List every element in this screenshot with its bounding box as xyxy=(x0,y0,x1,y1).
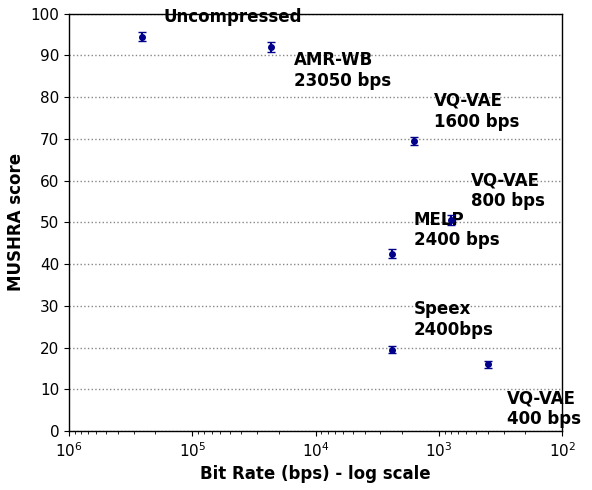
X-axis label: Bit Rate (bps) - log scale: Bit Rate (bps) - log scale xyxy=(201,465,431,483)
Y-axis label: MUSHRA score: MUSHRA score xyxy=(7,153,25,292)
Text: Speex
2400bps: Speex 2400bps xyxy=(414,300,494,339)
Text: VQ-VAE
1600 bps: VQ-VAE 1600 bps xyxy=(434,92,519,130)
Text: AMR-WB
23050 bps: AMR-WB 23050 bps xyxy=(294,51,391,90)
Text: Uncompressed: Uncompressed xyxy=(164,8,303,26)
Text: MELP
2400 bps: MELP 2400 bps xyxy=(414,211,500,249)
Text: VQ-VAE
400 bps: VQ-VAE 400 bps xyxy=(507,390,581,428)
Text: VQ-VAE
800 bps: VQ-VAE 800 bps xyxy=(471,171,545,210)
